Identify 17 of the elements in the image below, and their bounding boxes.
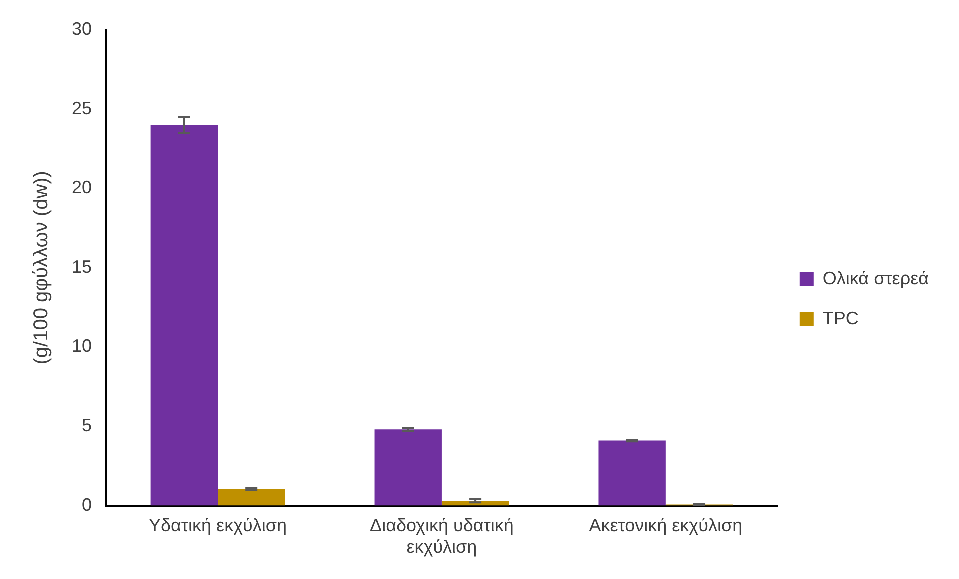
- legend-label: Ολικά στερεά: [822, 268, 930, 288]
- x-tick-label: Ακετονική εκχύλιση: [589, 516, 743, 536]
- y-tick-label: 20: [72, 178, 92, 198]
- bar: [598, 440, 666, 506]
- y-axis-title: (g/100 gφύλλων (dw)): [30, 171, 53, 365]
- y-tick-label: 15: [72, 256, 92, 277]
- y-tick-label: 0: [82, 494, 92, 515]
- y-tick-label: 10: [72, 336, 92, 356]
- legend-label: TPC: [822, 308, 859, 328]
- y-tick-label: 30: [72, 18, 92, 39]
- x-tick-label: Υδατική εκχύλιση: [149, 516, 287, 536]
- bar: [150, 125, 218, 506]
- y-tick-label: 25: [72, 98, 92, 118]
- y-tick-label: 5: [82, 415, 92, 436]
- bar: [374, 430, 442, 506]
- bar: [218, 489, 286, 506]
- x-tick-label: Διαδοχική υδατική εκχύλιση: [370, 516, 514, 558]
